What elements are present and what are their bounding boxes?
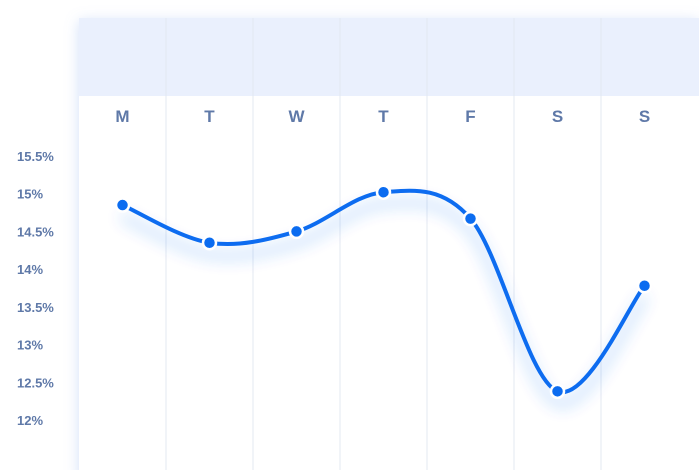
x-tick-label: T (378, 107, 389, 126)
data-point (462, 210, 479, 227)
series-markers (114, 184, 653, 400)
vertical-gridlines (165, 18, 602, 470)
y-tick-label: 15% (17, 187, 43, 202)
y-tick-label: 13.5% (17, 300, 54, 315)
y-tick-label: 12% (17, 413, 43, 428)
x-tick-label: F (465, 107, 475, 126)
header-band (79, 18, 699, 96)
y-tick-label: 15.5% (17, 149, 54, 164)
x-tick-label: M (115, 107, 129, 126)
data-point (549, 383, 566, 400)
x-tick-label: W (288, 107, 305, 126)
y-tick-label: 14.5% (17, 224, 54, 239)
data-point (375, 184, 392, 200)
data-point (636, 277, 653, 294)
x-tick-label: S (639, 107, 650, 126)
y-axis-tick-labels: 15.5% 15% 14.5% 14% 13.5% 13% 12.5% 12% (17, 149, 54, 428)
data-point (288, 223, 305, 240)
data-point (201, 234, 218, 251)
x-tick-label: S (552, 107, 563, 126)
data-point (114, 197, 131, 213)
y-tick-label: 13% (17, 338, 43, 353)
x-tick-label: T (204, 107, 215, 126)
y-tick-label: 12.5% (17, 375, 54, 390)
y-tick-label: 14% (17, 262, 43, 277)
